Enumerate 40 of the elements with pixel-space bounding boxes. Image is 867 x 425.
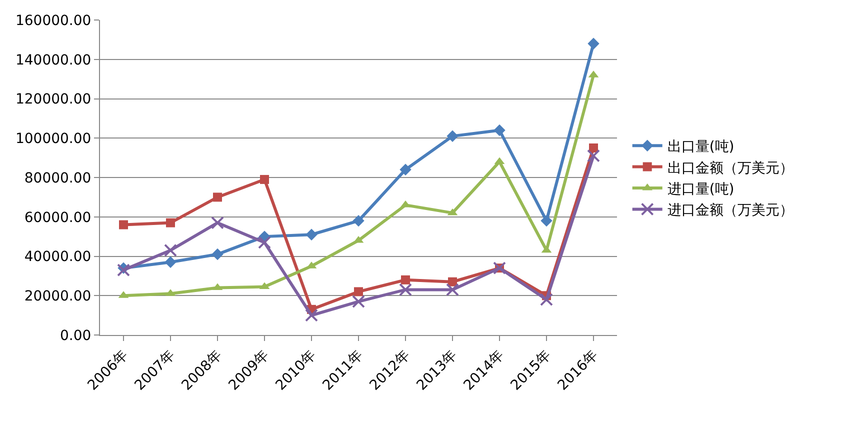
point <box>401 275 410 284</box>
point <box>260 174 269 184</box>
y-tick-label: 100000.00 <box>15 131 92 148</box>
y-tick-label: 120000.00 <box>15 92 92 108</box>
point <box>258 236 271 249</box>
legend-label: 出口量(吨) <box>667 139 734 156</box>
y-tick-label: 0.00 <box>60 328 92 344</box>
point <box>117 264 130 277</box>
point <box>166 218 175 228</box>
legend-label: 出口金额（万美元） <box>667 160 794 176</box>
point <box>494 124 506 136</box>
legend-label: 进口金额（万美元） <box>667 202 794 219</box>
point <box>213 192 222 202</box>
point <box>540 293 553 306</box>
y-tick-label: 60000.00 <box>24 210 92 226</box>
point <box>305 308 318 322</box>
point <box>164 256 176 268</box>
point <box>306 228 318 240</box>
point <box>119 220 128 230</box>
point <box>164 244 177 257</box>
point <box>540 214 552 227</box>
point <box>446 283 459 296</box>
y-tick-label: 140000.00 <box>15 52 92 68</box>
point <box>588 38 600 50</box>
point <box>211 216 224 230</box>
point <box>212 248 224 260</box>
legend-label: 进口量(吨) <box>667 181 734 198</box>
point <box>352 214 364 227</box>
y-tick-label: 20000.00 <box>24 288 92 305</box>
point <box>446 130 458 142</box>
point <box>589 143 598 152</box>
point <box>587 149 600 162</box>
point <box>354 287 363 296</box>
y-tick-label: 160000.00 <box>15 12 92 29</box>
point <box>400 164 412 176</box>
point <box>352 295 365 308</box>
y-tick-label: 40000.00 <box>24 249 92 266</box>
point <box>399 283 412 296</box>
y-tick-label: 80000.00 <box>24 170 92 186</box>
point <box>448 277 457 286</box>
